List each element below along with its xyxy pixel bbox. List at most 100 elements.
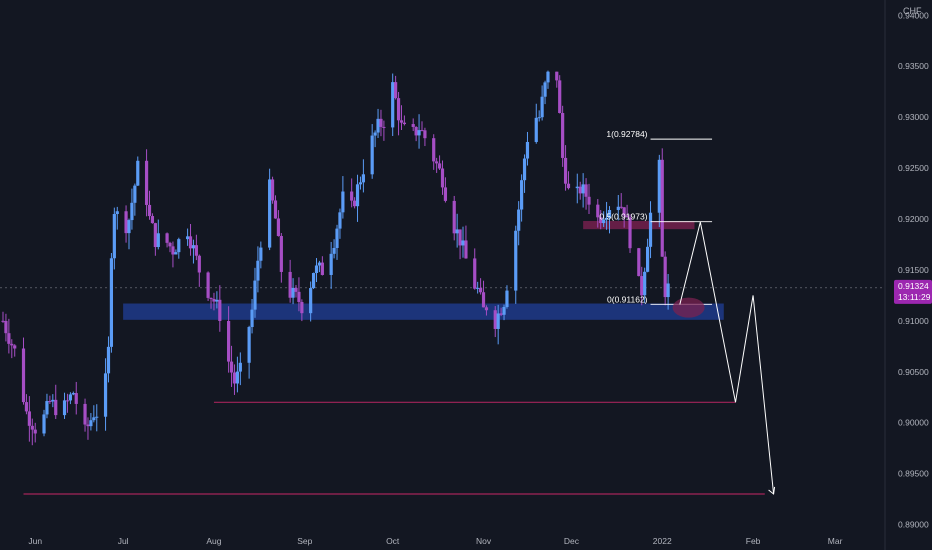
candle-body: [643, 271, 647, 296]
candle-body: [335, 228, 339, 248]
price-tick-label: 0.93000: [898, 112, 929, 122]
candle-body: [657, 159, 661, 213]
price-tick-label: 0.90000: [898, 418, 929, 428]
candle-body: [256, 260, 260, 281]
candle-body: [13, 345, 17, 349]
candle-body: [452, 200, 456, 234]
candle-body: [555, 71, 559, 81]
candle-body: [276, 218, 281, 237]
candle-body: [4, 321, 8, 334]
candle-body: [62, 400, 67, 416]
candle-body: [484, 307, 489, 311]
candle-body: [402, 122, 407, 125]
time-tick-label: Oct: [386, 536, 400, 546]
candle-body: [543, 82, 547, 97]
price-tick-label: 0.92500: [898, 163, 929, 173]
candle-body: [279, 236, 283, 272]
candle-body: [353, 200, 357, 207]
candle-body: [253, 280, 257, 310]
candle-body: [394, 82, 398, 99]
candle-body: [83, 403, 87, 425]
candle-body: [259, 247, 263, 261]
candle-body: [92, 417, 96, 421]
candle-body: [411, 124, 415, 127]
candle-body: [218, 299, 222, 322]
candle-body: [399, 120, 404, 123]
candle-body: [537, 117, 541, 119]
candle-body: [150, 216, 155, 224]
candle-body: [74, 393, 78, 404]
candle-body: [505, 290, 509, 307]
candle-body: [546, 71, 550, 83]
candle-body: [575, 186, 579, 189]
price-tick-label: 0.91500: [898, 265, 929, 275]
candle-body: [10, 343, 14, 346]
price-axis-panel[interactable]: [885, 0, 932, 550]
candle-body: [51, 399, 55, 402]
fib-level-label: 0.5(0.91973): [599, 212, 647, 222]
candle-body: [625, 215, 629, 218]
candle-body: [522, 158, 527, 181]
candle-body: [622, 207, 626, 216]
candle-body: [65, 400, 70, 402]
candle-body: [637, 248, 641, 277]
candle-body: [250, 309, 254, 328]
candle-body: [311, 273, 316, 289]
price-axis-labels: 0.94000 0.93500 0.93000 0.92500 0.92000 0.915…: [898, 10, 929, 529]
candle-body: [520, 180, 524, 210]
projection-path: [679, 221, 775, 495]
candle-body: [437, 163, 442, 169]
current-price-tag: 0.91324 13:11:29: [894, 279, 932, 304]
time-tick-label: Feb: [746, 536, 761, 546]
price-tick-label: 0.93500: [898, 61, 929, 71]
candle-body: [628, 217, 632, 249]
time-tick-label: Nov: [476, 536, 492, 546]
candle-body: [89, 420, 93, 427]
candle-body: [493, 310, 497, 329]
price-tick-label: 0.90500: [898, 367, 929, 377]
price-tick-label: 0.89500: [898, 469, 929, 479]
candle-body: [33, 429, 37, 434]
candle-body: [361, 174, 365, 183]
price-tick-label: 0.89000: [898, 520, 929, 530]
candle-body: [602, 219, 606, 224]
candle-body: [268, 179, 272, 248]
price-tick-label: 0.92000: [898, 214, 929, 224]
candle-body: [227, 321, 231, 362]
candle-body: [350, 191, 354, 201]
candle-body: [640, 276, 644, 296]
candle-body: [7, 333, 11, 344]
candle-body: [30, 425, 34, 430]
candle-body: [499, 313, 503, 315]
candle-body: [48, 401, 52, 403]
projection-arrowhead: [768, 486, 776, 495]
candle-body: [370, 135, 374, 175]
candle-body: [174, 252, 178, 255]
candles-layer: [1, 70, 670, 446]
candle-body: [514, 230, 518, 291]
candle-body: [566, 183, 571, 189]
candle-body: [391, 82, 395, 128]
candle-body: [517, 209, 521, 231]
candle-body: [112, 214, 116, 259]
candle-body: [1, 320, 5, 322]
candle-body: [599, 217, 603, 224]
candle-body: [464, 240, 468, 259]
candle-body: [197, 255, 201, 273]
projection-layer: [672, 221, 776, 495]
candle-body: [206, 272, 210, 298]
time-tick-label: Mar: [828, 536, 843, 546]
candle-body: [109, 258, 114, 347]
candle-body: [423, 130, 427, 139]
candle-body: [309, 288, 313, 314]
candle-body: [86, 424, 90, 427]
candle-body: [587, 196, 591, 205]
candle-body: [194, 245, 198, 256]
candle-body: [95, 416, 99, 418]
candle-body: [191, 245, 196, 249]
candle-body: [443, 187, 448, 201]
candle-body: [71, 393, 75, 395]
